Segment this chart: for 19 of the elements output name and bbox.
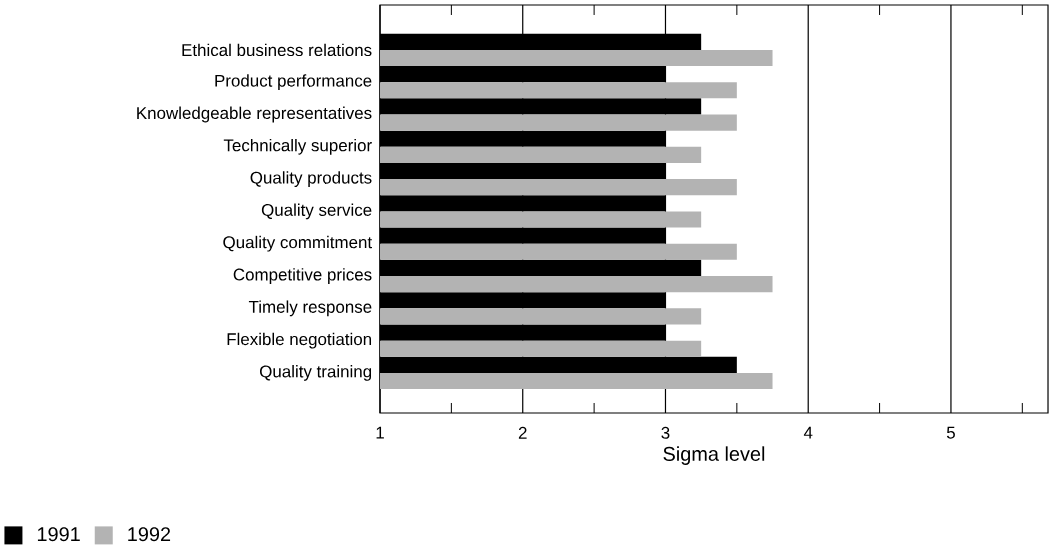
x-tick-label: 4 bbox=[803, 426, 813, 439]
x-tick-label: 1 bbox=[376, 426, 384, 439]
y-tick-label: Timely response bbox=[248, 300, 372, 317]
y-tick-label: Quality service bbox=[261, 203, 372, 220]
y-tick-label: Product performance bbox=[215, 74, 372, 91]
x-axis-title: Sigma level bbox=[663, 446, 765, 465]
y-tick-label: Competitive prices bbox=[233, 268, 372, 284]
y-tick-label: Quality training bbox=[259, 365, 372, 381]
y-tick-label: Ethical business relations bbox=[182, 43, 372, 57]
x-tick-label: 5 bbox=[946, 426, 955, 439]
x-tick-label: 2 bbox=[518, 426, 527, 439]
legend-label: 1992 bbox=[128, 527, 171, 542]
x-tick-label: 3 bbox=[661, 426, 670, 439]
y-tick-label: Quality commitment bbox=[223, 235, 373, 252]
y-tick-label: Flexible negotiation bbox=[227, 332, 372, 349]
y-tick-label: Knowledgeable representatives bbox=[137, 106, 372, 123]
y-tick-label: Technically superior bbox=[223, 138, 372, 155]
legend-label: 1991 bbox=[37, 527, 80, 542]
y-tick-label: Quality products bbox=[250, 171, 372, 187]
